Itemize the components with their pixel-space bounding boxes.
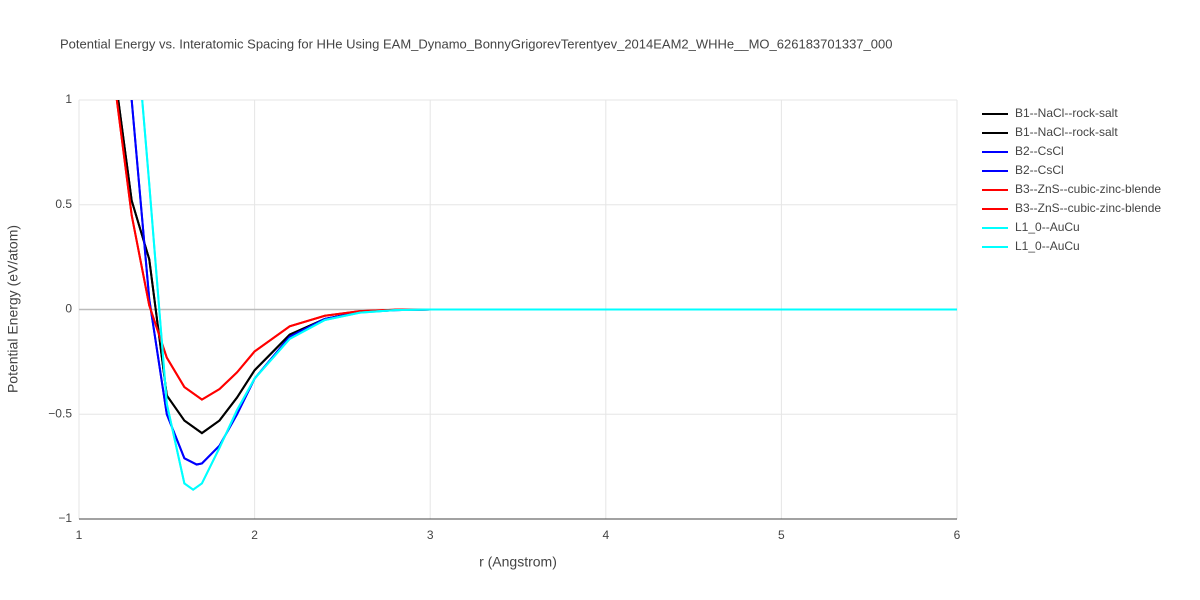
legend-item[interactable]: B3--ZnS--cubic-zinc-blende — [982, 182, 1161, 196]
y-tick-label: 1 — [65, 92, 72, 106]
legend-item[interactable]: B1--NaCl--rock-salt — [982, 125, 1118, 139]
series-line — [117, 100, 957, 435]
y-tick-label: 0 — [65, 302, 72, 316]
legend-item[interactable]: B2--CsCl — [982, 163, 1064, 177]
series-line — [130, 100, 957, 466]
x-tick-label: 2 — [251, 528, 258, 542]
plot-area — [115, 100, 957, 491]
y-tick-label: −0.5 — [48, 406, 72, 420]
legend-item[interactable]: B1--NaCl--rock-salt — [982, 106, 1118, 120]
x-tick-label: 5 — [778, 528, 785, 542]
legend-item[interactable]: B2--CsCl — [982, 144, 1064, 158]
legend-item[interactable]: L1_0--AuCu — [982, 220, 1080, 234]
grid: 1 2 3 4 5 6 −1 −0.5 0 0.5 1 — [48, 92, 960, 542]
legend-label: B1--NaCl--rock-salt — [1015, 125, 1118, 139]
series-line — [141, 100, 957, 491]
x-tick-label: 1 — [76, 528, 83, 542]
x-axis-title: r (Angstrom) — [479, 554, 557, 570]
y-tick-label: 0.5 — [55, 197, 72, 211]
legend-label: L1_0--AuCu — [1015, 220, 1080, 234]
legend-label: B3--ZnS--cubic-zinc-blende — [1015, 182, 1161, 196]
series-line — [115, 100, 957, 401]
series-line — [130, 100, 957, 466]
series-line — [141, 100, 957, 491]
legend-label: B2--CsCl — [1015, 144, 1064, 158]
y-axis-title: Potential Energy (eV/atom) — [5, 225, 21, 393]
series-line — [115, 100, 957, 401]
chart-title: Potential Energy vs. Interatomic Spacing… — [60, 36, 892, 51]
legend-label: B1--NaCl--rock-salt — [1015, 106, 1118, 120]
x-tick-label: 3 — [427, 528, 434, 542]
series-line — [117, 100, 957, 435]
legend-label: B2--CsCl — [1015, 163, 1064, 177]
y-tick-label: −1 — [58, 511, 72, 525]
x-tick-label: 4 — [602, 528, 609, 542]
x-tick-label: 6 — [954, 528, 961, 542]
legend-label: B3--ZnS--cubic-zinc-blende — [1015, 201, 1161, 215]
legend-label: L1_0--AuCu — [1015, 239, 1080, 253]
legend: B1--NaCl--rock-salt B1--NaCl--rock-salt B2… — [982, 106, 1161, 253]
legend-item[interactable]: B3--ZnS--cubic-zinc-blende — [982, 201, 1161, 215]
legend-item[interactable]: L1_0--AuCu — [982, 239, 1080, 253]
